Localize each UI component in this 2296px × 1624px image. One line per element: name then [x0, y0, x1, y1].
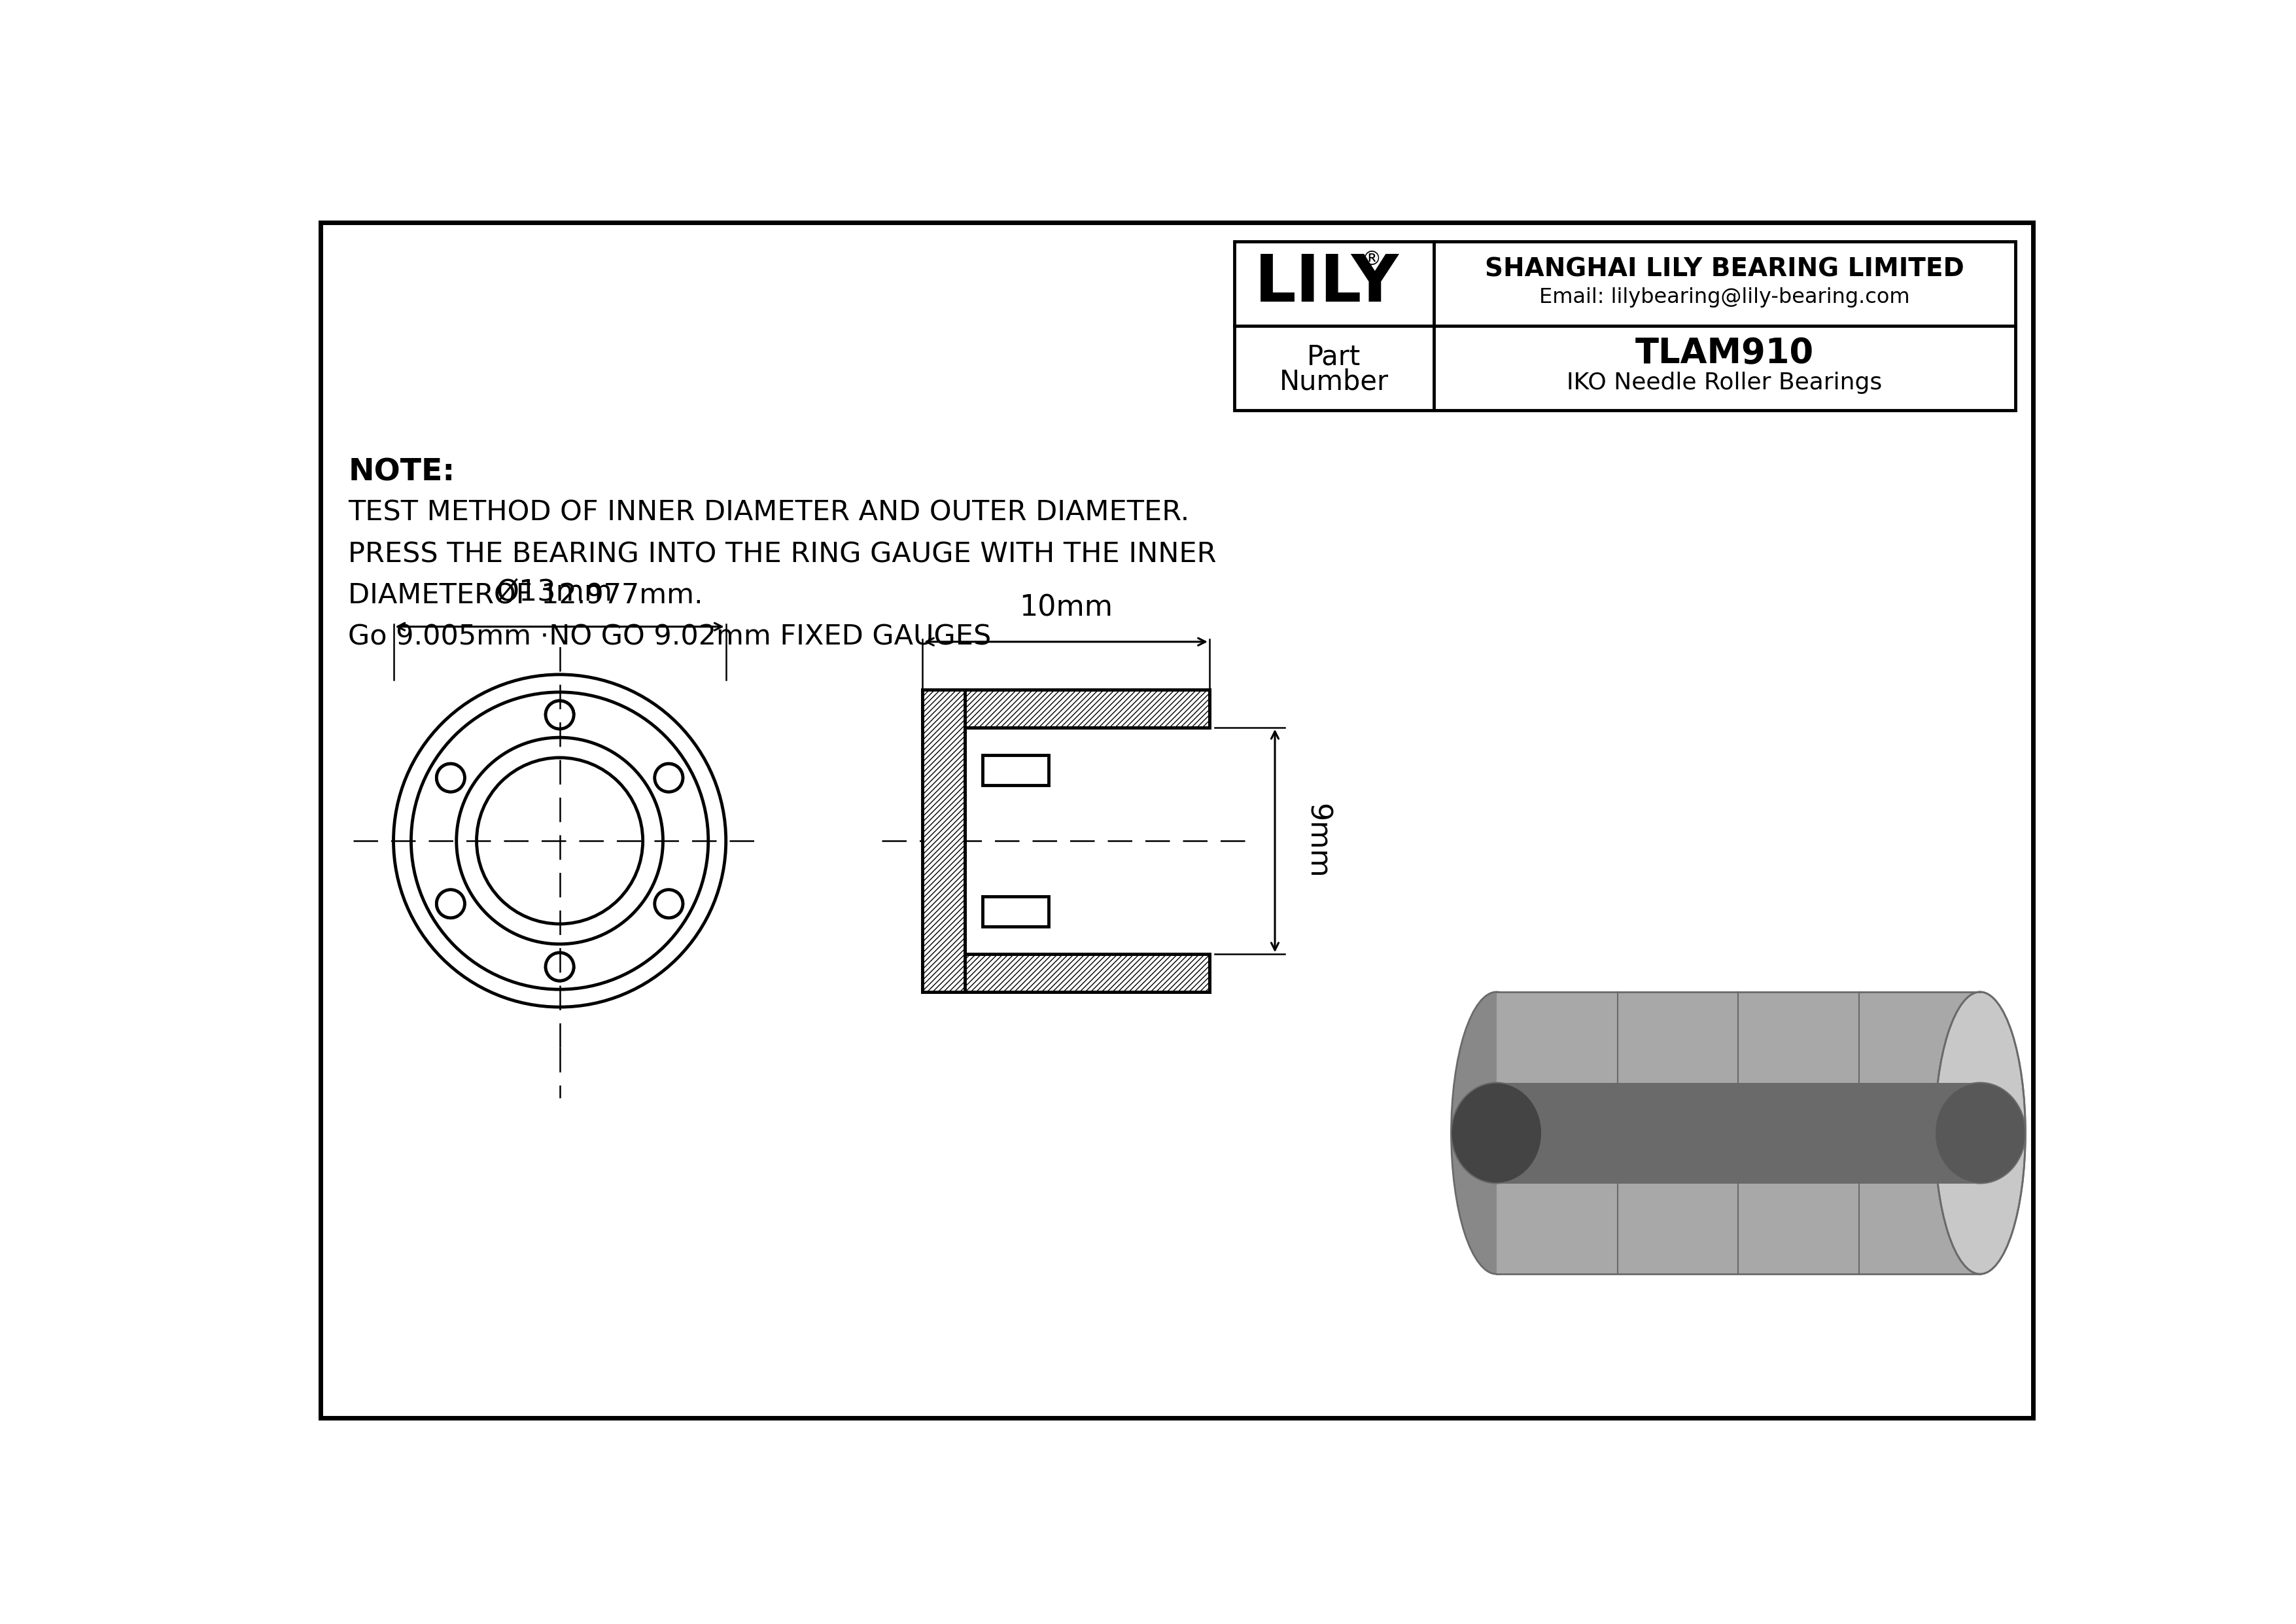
Ellipse shape	[1451, 1083, 1543, 1184]
Text: PRESS THE BEARING INTO THE RING GAUGE WITH THE INNER: PRESS THE BEARING INTO THE RING GAUGE WI…	[349, 541, 1217, 568]
Ellipse shape	[1936, 1083, 2025, 1184]
Text: LILY: LILY	[1254, 252, 1398, 315]
Polygon shape	[1497, 992, 1979, 1275]
Text: TEST METHOD OF INNER DIAMETER AND OUTER DIAMETER.: TEST METHOD OF INNER DIAMETER AND OUTER …	[349, 499, 1189, 526]
Polygon shape	[923, 955, 1210, 992]
Text: Ø13mm: Ø13mm	[496, 578, 613, 606]
Text: NOTE:: NOTE:	[349, 458, 455, 487]
Text: TLAM910: TLAM910	[1635, 336, 1814, 370]
Text: IKO Needle Roller Bearings: IKO Needle Roller Bearings	[1566, 372, 1883, 395]
Polygon shape	[923, 690, 964, 992]
Text: Go 9.005mm ·NO GO 9.02mm FIXED GAUGES: Go 9.005mm ·NO GO 9.02mm FIXED GAUGES	[349, 624, 992, 651]
Ellipse shape	[1936, 992, 2025, 1275]
Text: Part: Part	[1306, 343, 1362, 370]
Text: Email: lilybearing@lily-bearing.com: Email: lilybearing@lily-bearing.com	[1538, 287, 1910, 307]
Text: 10mm: 10mm	[1019, 593, 1114, 622]
Text: 9mm: 9mm	[1302, 804, 1332, 879]
Polygon shape	[1497, 1083, 1979, 1184]
Text: ®: ®	[1362, 250, 1382, 268]
Text: Number: Number	[1279, 369, 1389, 396]
Polygon shape	[923, 690, 1210, 728]
Ellipse shape	[1451, 992, 1543, 1275]
Text: DIAMETEROF 12.977mm.: DIAMETEROF 12.977mm.	[349, 581, 703, 609]
Text: SHANGHAI LILY BEARING LIMITED: SHANGHAI LILY BEARING LIMITED	[1486, 257, 1963, 281]
